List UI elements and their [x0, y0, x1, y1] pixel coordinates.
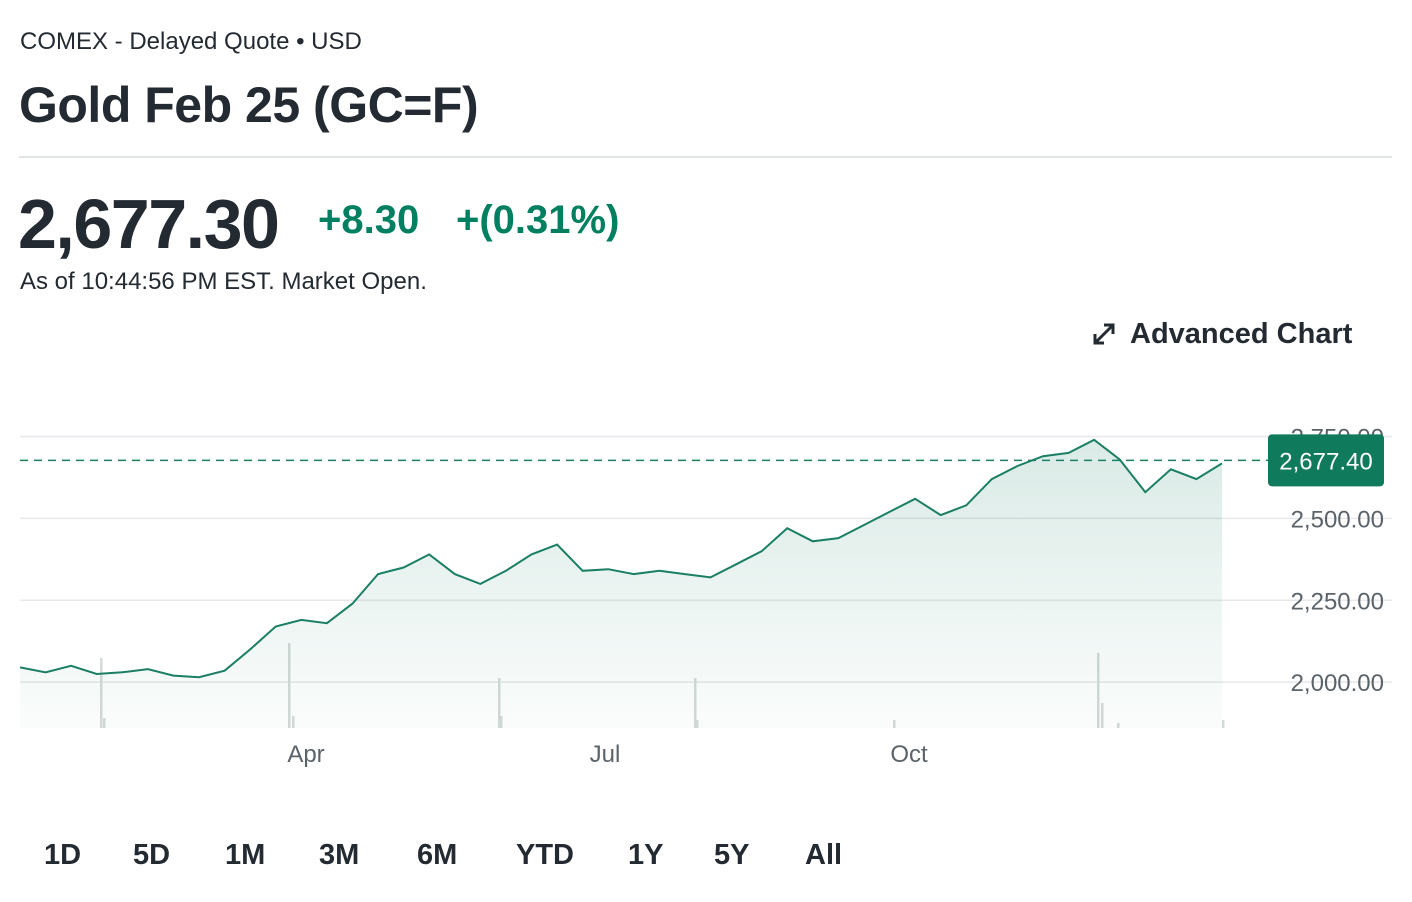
price-change-percent: +(0.31%) [456, 198, 620, 242]
range-all[interactable]: All [805, 830, 842, 880]
current-price-tag: 2,677.40 [1268, 434, 1384, 487]
market-status: As of 10:44:56 PM EST. Market Open. [20, 268, 427, 295]
current-price: 2,677.30 [18, 185, 280, 263]
header-divider [19, 156, 1392, 158]
advanced-chart-button[interactable]: Advanced Chart [1090, 314, 1352, 354]
price-line [19, 438, 1223, 679]
price-area [20, 439, 1222, 728]
range-5y[interactable]: 5Y [714, 830, 749, 880]
x-tick-label: Apr [287, 741, 324, 768]
y-tick-label: 2,000.00 [1291, 670, 1384, 697]
current-price-tag-label: 2,677.40 [1279, 448, 1372, 475]
y-tick-label: 2,250.00 [1291, 588, 1384, 615]
range-1y[interactable]: 1Y [628, 830, 663, 880]
range-ytd[interactable]: YTD [516, 830, 574, 880]
range-1d[interactable]: 1D [44, 830, 81, 880]
exchange-info: COMEX - Delayed Quote • USD [20, 28, 362, 55]
price-chart[interactable]: 2,000.002,250.002,500.002,750.00 AprJulO… [0, 400, 1412, 780]
volume-bar [1222, 720, 1225, 728]
range-selector: 1D 5D 1M 3M 6M YTD 1Y 5Y All [0, 830, 900, 880]
x-tick-label: Jul [590, 741, 621, 768]
price-change: +8.30 [318, 198, 420, 242]
range-1m[interactable]: 1M [225, 830, 265, 880]
x-tick-label: Oct [890, 741, 928, 768]
expand-icon [1093, 323, 1115, 345]
y-tick-label: 2,500.00 [1291, 506, 1384, 533]
range-5d[interactable]: 5D [133, 830, 170, 880]
page-title: Gold Feb 25 (GC=F) [19, 77, 479, 133]
advanced-chart-label: Advanced Chart [1130, 317, 1353, 350]
range-3m[interactable]: 3M [319, 830, 359, 880]
range-6m[interactable]: 6M [417, 830, 457, 880]
